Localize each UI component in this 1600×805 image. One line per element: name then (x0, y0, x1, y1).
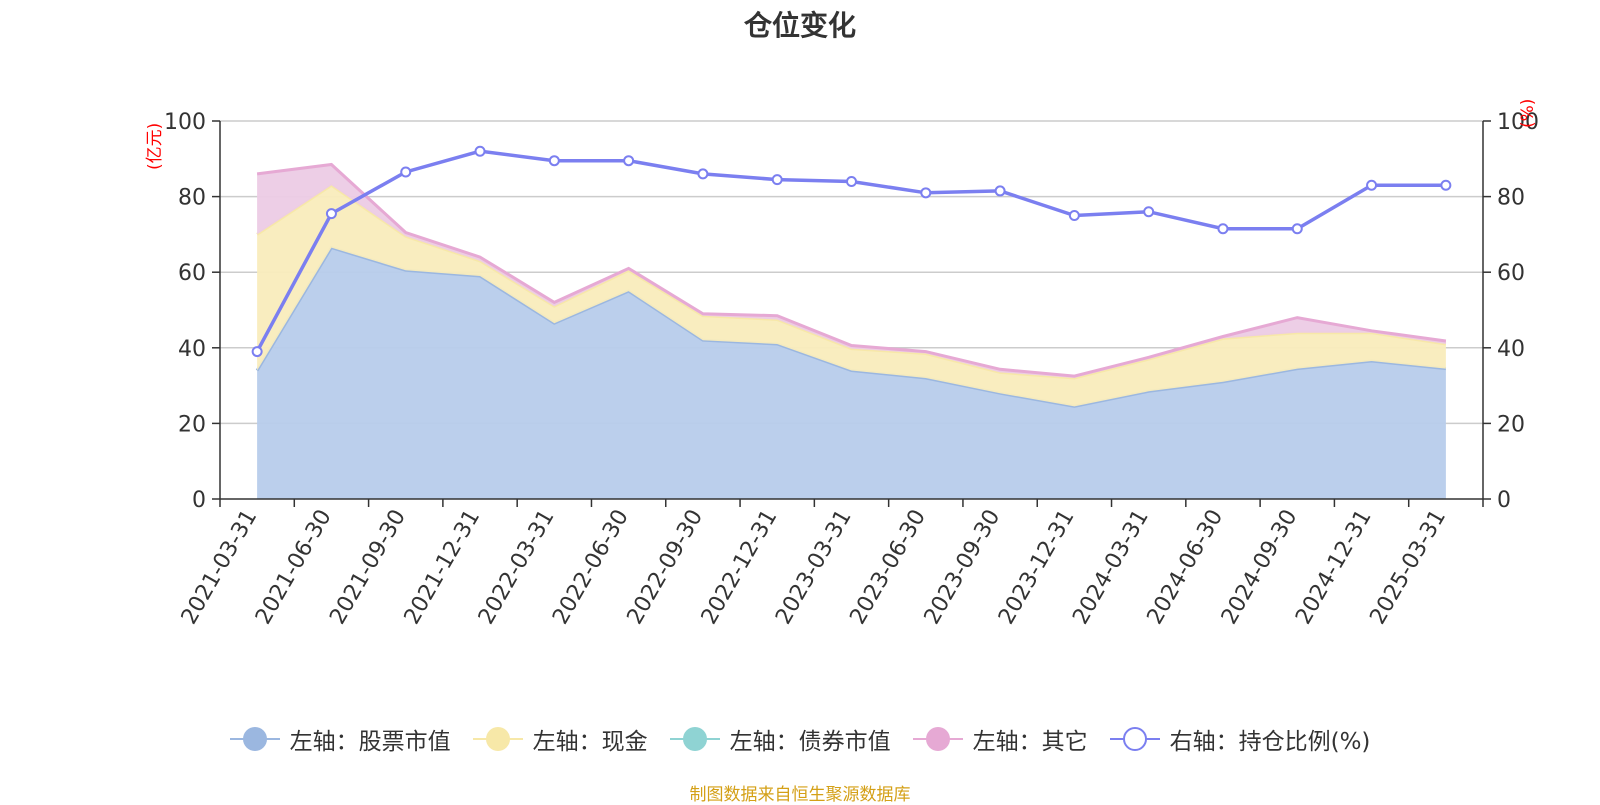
legend-item[interactable]: 左轴：股票市值 (229, 722, 451, 756)
x-axis-tick-label: 2023-09-30 (920, 506, 1006, 629)
line-point (474, 145, 486, 157)
legend-marker-icon (912, 726, 963, 752)
line-point (1440, 179, 1452, 191)
line-point (697, 168, 709, 180)
right-axis-tick-label: 60 (1497, 261, 1525, 286)
line-point (1366, 179, 1378, 191)
legend-item[interactable]: 左轴：其它 (912, 722, 1088, 756)
x-axis-tick-label: 2025-03-31 (1365, 506, 1451, 629)
legend-item[interactable]: 右轴：持仓比例(%) (1109, 722, 1371, 756)
right-axis-tick-label: 0 (1497, 488, 1511, 513)
legend-marker-icon (669, 726, 720, 752)
legend-dot (1122, 727, 1147, 751)
area-line-左轴：其它 (256, 162, 1447, 378)
x-axis-tick-label: 2024-03-31 (1068, 506, 1154, 629)
line-point (771, 174, 783, 186)
x-axis-tick-label: 2024-09-30 (1217, 506, 1303, 629)
x-axis-tick-label: 2024-12-31 (1291, 506, 1377, 629)
x-axis-tick-label: 2022-06-30 (548, 506, 634, 629)
x-axis-tick-label: 2022-09-30 (623, 506, 709, 629)
legend-label: 右轴：持仓比例(%) (1169, 729, 1371, 755)
legend-marker-icon (229, 726, 280, 752)
line-point (846, 175, 857, 187)
x-axis-tick-label: 2021-06-30 (251, 506, 337, 629)
area-左轴：现金 (257, 185, 1446, 407)
legend-marker-icon (1109, 726, 1160, 752)
line-point (623, 155, 635, 167)
right-axis-tick-label: 100 (1497, 110, 1539, 135)
right-axis-tick-label: 20 (1497, 412, 1525, 437)
x-axis-tick-label: 2023-03-31 (771, 506, 857, 629)
legend-item[interactable]: 左轴：债券市值 (669, 722, 891, 756)
legend-marker-icon (472, 726, 523, 752)
legend-item[interactable]: 左轴：现金 (472, 722, 648, 756)
left-axis-tick-label: 0 (192, 488, 206, 513)
line-point (1068, 210, 1080, 221)
x-axis-tick-label: 2022-03-31 (474, 506, 560, 629)
right-axis-tick-label: 40 (1497, 337, 1525, 362)
legend: 左轴：股票市值 左轴：现金 左轴：债券市值 左轴：其它 右轴：持仓比例(%) (0, 722, 1600, 756)
line-point (548, 155, 560, 167)
x-axis-tick-label: 2023-12-31 (994, 506, 1080, 629)
legend-dot (242, 727, 267, 751)
chart-title: 仓位变化 (743, 9, 856, 42)
line-point (251, 346, 263, 358)
line-point (400, 166, 412, 178)
left-axis-tick-label: 40 (178, 337, 206, 362)
left-axis-unit: (亿元) (145, 122, 165, 170)
legend-label: 左轴：股票市值 (289, 729, 451, 755)
line-point (325, 208, 337, 220)
left-axis-tick-label: 20 (178, 412, 206, 437)
right-axis-tick-label: 80 (1497, 186, 1525, 211)
line-point (1143, 206, 1155, 218)
line-point (1217, 223, 1229, 235)
legend-dot (682, 727, 707, 751)
legend-dot (485, 727, 510, 751)
legend-label: 左轴：债券市值 (729, 729, 891, 755)
x-axis-tick-label: 2021-12-31 (400, 506, 486, 629)
legend-label: 左轴：其它 (972, 729, 1088, 755)
right-axis-unit: (%) (1518, 98, 1538, 128)
data-source-note: 制图数据来自恒生聚源数据库 (689, 785, 911, 805)
chart-area: 0204060801000204060801002021-03-312021-0… (164, 110, 1539, 629)
legend-dot (925, 727, 950, 751)
x-axis-tick-label: 2023-06-30 (845, 506, 931, 629)
line-point (1291, 223, 1303, 235)
left-axis-tick-label: 100 (164, 110, 206, 135)
left-axis-tick-label: 60 (178, 261, 206, 286)
x-axis-tick-label: 2022-12-31 (697, 506, 783, 629)
line-point (920, 187, 932, 199)
x-axis-tick-label: 2024-06-30 (1143, 506, 1229, 629)
legend-label: 左轴：现金 (532, 729, 648, 755)
x-axis-tick-label: 2021-09-30 (325, 506, 411, 629)
x-axis-tick-label: 2021-03-31 (177, 506, 263, 629)
left-axis-tick-label: 80 (178, 186, 206, 211)
line-point (994, 185, 1006, 197)
area-左轴：股票市值 (257, 247, 1446, 499)
